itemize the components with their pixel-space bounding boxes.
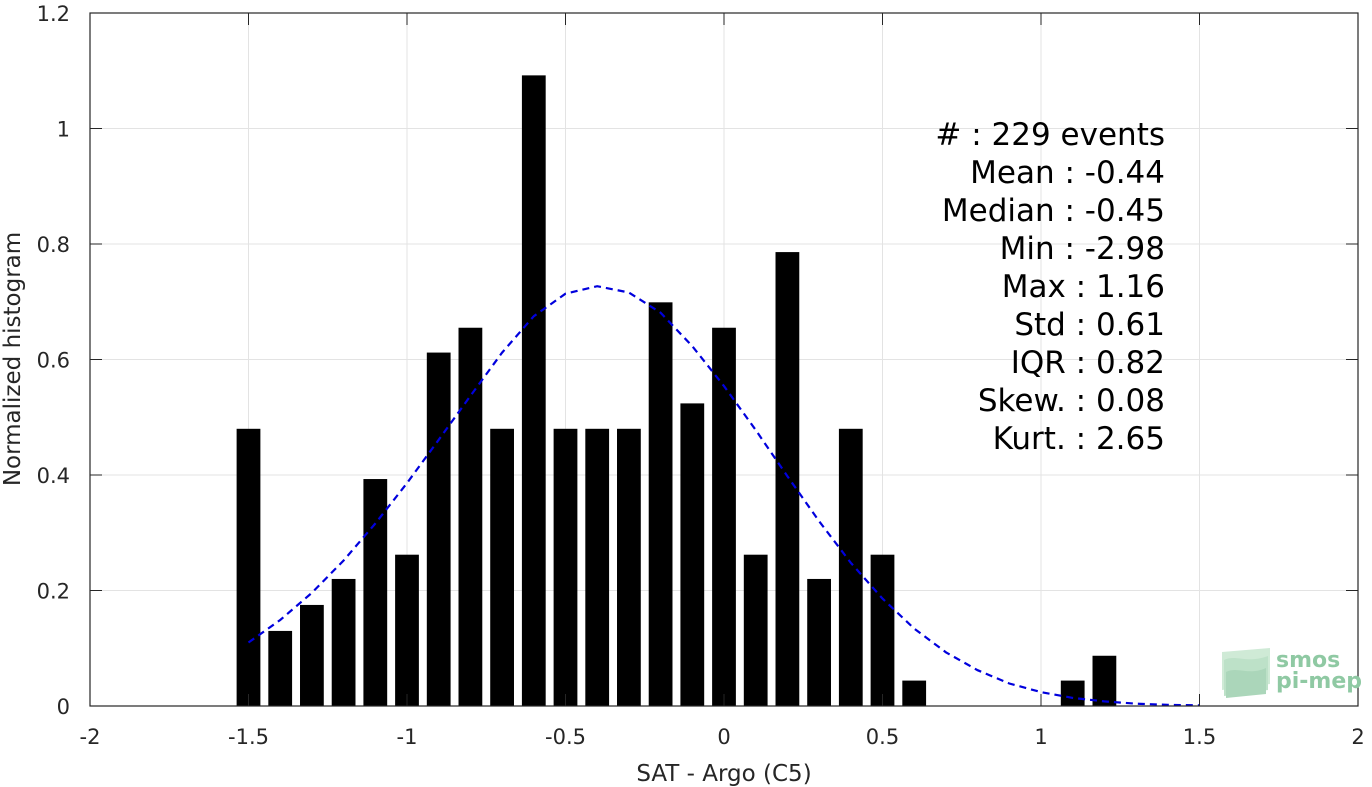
histogram-bar [1092, 655, 1117, 706]
stat-line: Median : -0.45 [942, 193, 1165, 229]
histogram-bar [300, 604, 324, 706]
stat-line: Kurt. : 2.65 [993, 421, 1165, 457]
x-tick-label: -1.5 [228, 725, 269, 749]
x-tick-label: -2 [80, 725, 101, 749]
histogram-bar [490, 428, 514, 706]
histogram-bar [458, 327, 483, 706]
stat-line: Max : 1.16 [1002, 269, 1165, 305]
histogram-bar [553, 428, 578, 706]
logo-text-pi-mep: pi-mep [1276, 669, 1362, 694]
histogram-bar [395, 554, 419, 706]
x-tick-label: 2 [1351, 725, 1364, 749]
logo-text-smos: smos [1276, 648, 1340, 673]
x-tick-label: 1 [1034, 725, 1047, 749]
histogram-bar [807, 578, 831, 706]
stat-line: # : 229 events [935, 117, 1165, 153]
histogram-bar [712, 327, 736, 706]
histogram-bar [838, 428, 863, 706]
histogram-bar [268, 630, 293, 706]
stat-line: IQR : 0.82 [1011, 345, 1165, 381]
histogram-bar [680, 403, 705, 706]
histogram-bar [648, 302, 673, 706]
histogram-bar [617, 428, 641, 706]
smos-pi-mep-logo: smos pi-mep [1222, 648, 1362, 698]
histogram-bar [521, 75, 546, 707]
x-tick-label: 0 [717, 725, 730, 749]
y-tick-label: 0.6 [37, 349, 70, 373]
histogram-bar [902, 680, 927, 706]
y-tick-labels: 0 0.2 0.4 0.6 0.8 1 1.2 [37, 2, 70, 719]
histogram-bar [331, 578, 356, 706]
histogram-bar [236, 428, 261, 706]
stat-line: Mean : -0.44 [970, 155, 1165, 191]
histogram-bar [585, 428, 610, 706]
x-tick-label: -1 [397, 725, 418, 749]
axis-ticks [89, 12, 1359, 707]
y-tick-label: 1 [57, 118, 70, 142]
stat-line: Std : 0.61 [1014, 307, 1165, 343]
histogram-bar [743, 554, 768, 706]
histogram-bar [426, 352, 451, 706]
x-tick-labels: -2 -1.5 -1 -0.5 0 0.5 1 1.5 2 [80, 725, 1365, 749]
y-tick-label: 0 [57, 695, 70, 719]
histogram-bar [363, 479, 388, 706]
histogram-bar [1060, 680, 1085, 706]
histogram-bar [775, 252, 800, 706]
y-tick-label: 0.2 [37, 580, 70, 604]
y-axis-label: Normalized histogram [0, 232, 26, 486]
y-tick-label: 1.2 [37, 2, 70, 26]
layered-waves-icon [1222, 648, 1270, 698]
x-tick-label: -0.5 [545, 725, 586, 749]
stat-line: Skew. : 0.08 [978, 383, 1165, 419]
histogram-bars [236, 75, 1117, 707]
normal-fit-curve [247, 285, 1200, 707]
x-tick-label: 0.5 [866, 725, 899, 749]
x-tick-label: 1.5 [1183, 725, 1216, 749]
histogram-bar [870, 554, 895, 706]
y-tick-label: 0.4 [37, 464, 70, 488]
x-axis-label: SAT - Argo (C5) [636, 761, 811, 787]
y-tick-label: 0.8 [37, 233, 70, 257]
stat-line: Min : -2.98 [1000, 231, 1165, 267]
